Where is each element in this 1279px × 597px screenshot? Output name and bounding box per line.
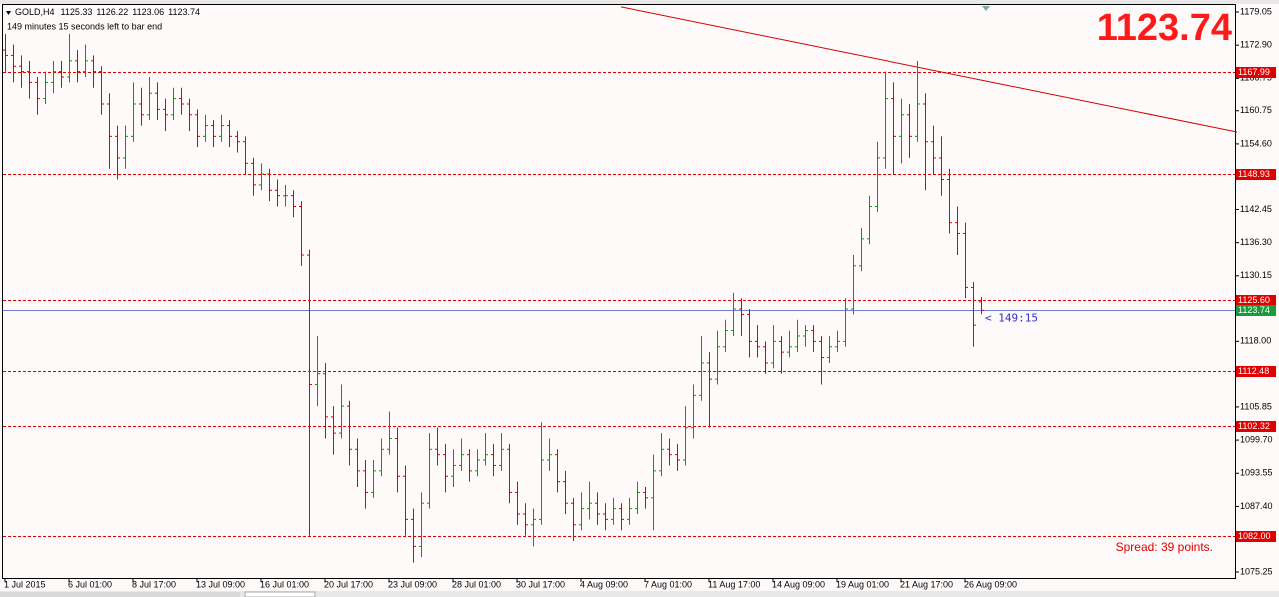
level-label-box <box>1236 366 1276 377</box>
last-low: 1123.06 <box>132 7 164 17</box>
shift-marker <box>982 6 990 11</box>
big-price: 1123.74 <box>1097 7 1232 49</box>
level-label: 1082.00 <box>1238 531 1271 541</box>
x-tick-label: 26 Aug 09:00 <box>964 579 1017 589</box>
x-tick-label: 13 Jul 09:00 <box>196 579 245 589</box>
level-label: 1167.99 <box>1238 67 1270 77</box>
header-icon <box>6 11 11 15</box>
x-tick-label: 1 Jul 2015 <box>4 579 46 589</box>
bottom-edge <box>0 591 1279 597</box>
x-tick-label: 7 Aug 01:00 <box>644 579 692 589</box>
trendline <box>620 6 1238 133</box>
tab <box>0 592 240 597</box>
y-tick-label: 1105.85 <box>1240 401 1272 411</box>
level-label: 1148.93 <box>1238 169 1270 179</box>
x-tick-label: 14 Aug 09:00 <box>772 579 825 589</box>
level-label: 1125.60 <box>1238 295 1270 305</box>
plot-frame <box>2 4 1236 579</box>
y-tick-label: 1099.70 <box>1240 434 1273 444</box>
x-tick-label: 8 Jul 17:00 <box>132 579 176 589</box>
level-label-box <box>1236 421 1276 432</box>
tab <box>244 591 316 597</box>
countdown: 149 minutes 15 seconds left to bar end <box>7 21 162 31</box>
price-label: 1123.74 <box>1238 305 1270 315</box>
x-tick-label: 19 Aug 01:00 <box>836 579 889 589</box>
y-tick-label: 1136.30 <box>1240 237 1272 247</box>
y-tick-label: 1130.15 <box>1240 270 1272 280</box>
last-open: 1125.33 <box>61 7 93 17</box>
top-edge <box>0 0 1279 4</box>
y-tick-label: 1093.55 <box>1240 468 1273 478</box>
y-tick-label: 1160.75 <box>1240 105 1272 115</box>
x-tick-label: 28 Jul 01:00 <box>452 579 501 589</box>
price-label-box <box>1236 305 1276 316</box>
countdown-short: < 149:15 <box>985 312 1038 325</box>
level-label: 1112.48 <box>1238 366 1269 376</box>
last-close: 1123.74 <box>168 7 200 17</box>
y-tick-label: 1154.60 <box>1240 138 1272 148</box>
level-label-box <box>1236 531 1276 542</box>
y-tick-label: 1118.00 <box>1240 336 1271 346</box>
x-tick-label: 23 Jul 09:00 <box>388 579 437 589</box>
y-tick-label: 1087.40 <box>1240 501 1273 511</box>
spread: Spread: 39 points. <box>1116 540 1213 554</box>
header: GOLD,H4 1125.33 1126.22 1123.06 1123.74 <box>15 7 200 17</box>
x-tick-label: 6 Jul 01:00 <box>68 579 112 589</box>
x-tick-label: 4 Aug 09:00 <box>580 579 628 589</box>
x-tick-label: 20 Jul 17:00 <box>324 579 373 589</box>
y-tick-label: 1172.90 <box>1240 40 1272 50</box>
symbol: GOLD,H4 <box>15 7 55 17</box>
y-tick-label: 1142.45 <box>1240 204 1272 214</box>
x-tick-label: 11 Aug 17:00 <box>708 579 760 589</box>
level-label: 1102.32 <box>1238 421 1270 431</box>
level-label-box <box>1236 169 1276 180</box>
level-label-box <box>1236 295 1276 306</box>
y-tick-label: 1075.25 <box>1240 566 1273 576</box>
x-tick-label: 16 Jul 01:00 <box>260 579 309 589</box>
level-label-box <box>1236 67 1276 78</box>
last-high: 1126.22 <box>96 7 128 17</box>
x-tick-label: 21 Aug 17:00 <box>900 579 953 589</box>
y-tick-label: 1179.05 <box>1240 6 1272 16</box>
x-tick-label: 30 Jul 17:00 <box>516 579 565 589</box>
